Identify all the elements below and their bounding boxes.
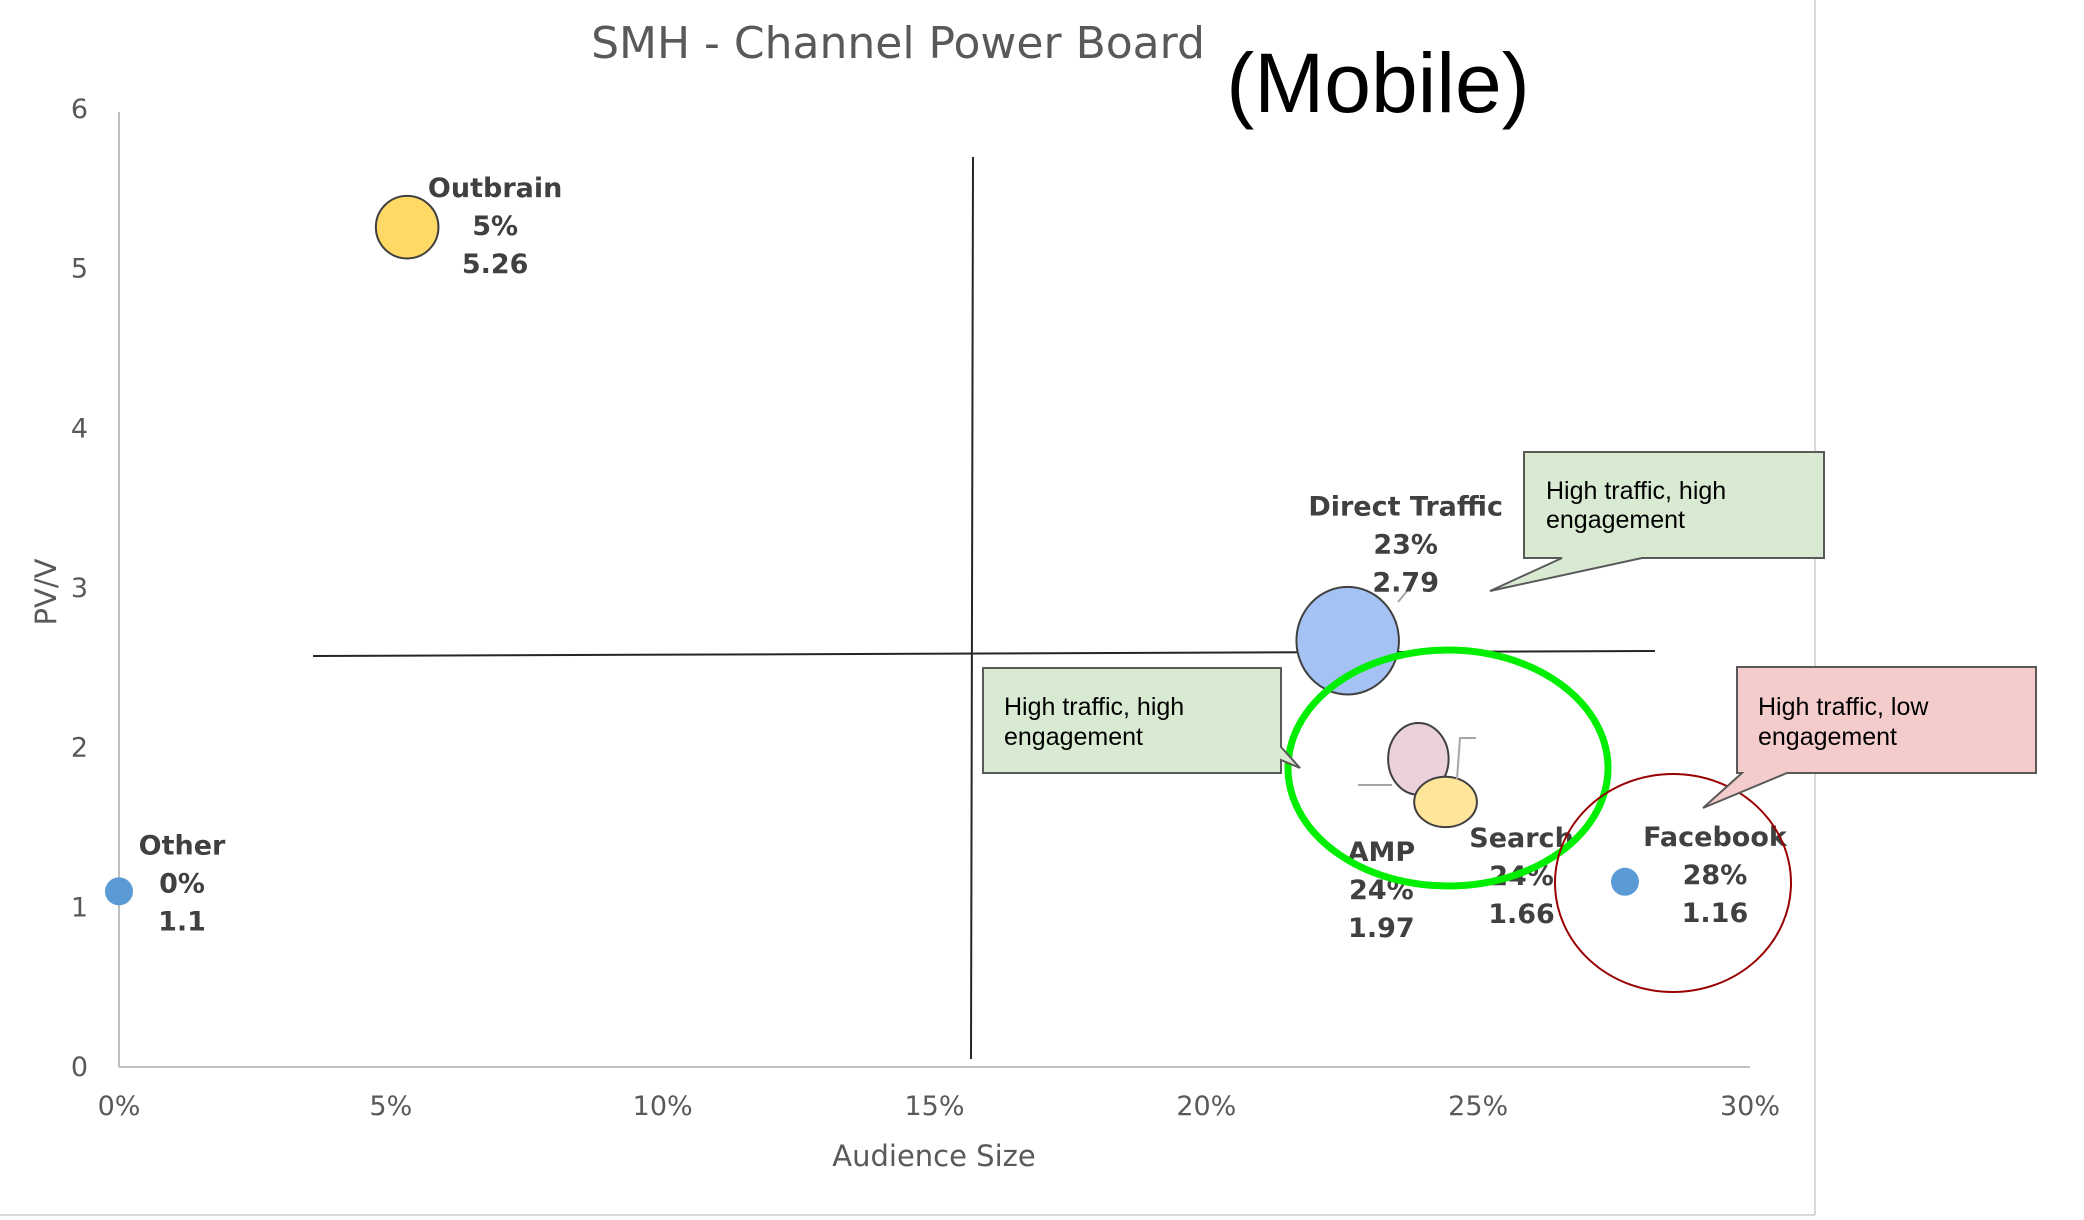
x-tick-label: 15% bbox=[904, 1091, 964, 1122]
callout-shape bbox=[1489, 451, 1825, 592]
bubble-facebook bbox=[1610, 867, 1639, 896]
y-tick-label: 4 bbox=[71, 413, 88, 444]
chart-title: SMH - Channel Power Board bbox=[591, 18, 1205, 69]
y-tick-labels: 0 1 2 3 4 5 6 bbox=[71, 94, 88, 1083]
callout-line-1: High traffic, low bbox=[1758, 693, 1929, 721]
data-label-direct-traffic: 2.79 bbox=[1372, 568, 1439, 599]
data-label-outbrain: Outbrain bbox=[428, 173, 562, 204]
bubble-layer bbox=[105, 194, 1639, 906]
callout-line-1: High traffic, high bbox=[1546, 477, 1726, 505]
x-tick-label: 30% bbox=[1720, 1091, 1780, 1122]
x-tick-labels: 0% 5% 10% 15% 20% 25% 30% bbox=[98, 1091, 1780, 1122]
data-label-facebook: Facebook bbox=[1643, 822, 1788, 853]
y-tick-label: 5 bbox=[71, 254, 88, 285]
data-label-direct-traffic: 23% bbox=[1373, 530, 1438, 561]
data-label-search: 1.66 bbox=[1488, 899, 1555, 930]
data-label-amp: 1.97 bbox=[1348, 913, 1415, 944]
red-highlight-ellipse bbox=[1554, 773, 1792, 993]
data-label-search: Search bbox=[1469, 823, 1574, 854]
y-tick-label: 1 bbox=[71, 892, 88, 923]
callout-shape bbox=[982, 667, 1301, 774]
callout-line-2: engagement bbox=[1004, 723, 1143, 751]
mobile-tag: (Mobile) bbox=[1226, 36, 1529, 130]
x-tick-label: 5% bbox=[369, 1091, 412, 1122]
direct-traffic-leader-line bbox=[1397, 589, 1409, 603]
y-tick-label: 3 bbox=[71, 573, 88, 604]
callout-right: High traffic, low engagement bbox=[1702, 666, 2037, 809]
bubble-outbrain bbox=[374, 194, 440, 260]
data-label-facebook: 28% bbox=[1683, 860, 1748, 891]
callout-top-right: High traffic, high engagement bbox=[1489, 451, 1825, 592]
x-axis-label: Audience Size bbox=[832, 1139, 1035, 1173]
green-highlight-ellipse bbox=[1284, 646, 1612, 890]
search-leader-line bbox=[1456, 737, 1476, 780]
callout-line-2: engagement bbox=[1758, 723, 1897, 751]
bubble-search bbox=[1413, 775, 1478, 829]
callout-middle: High traffic, high engagement bbox=[982, 667, 1301, 774]
data-label-other: Other bbox=[139, 830, 226, 861]
callout-line-2: engagement bbox=[1546, 506, 1685, 534]
data-label-other: 1.1 bbox=[158, 906, 206, 937]
data-label-outbrain: 5.26 bbox=[462, 249, 529, 280]
x-tick-label: 0% bbox=[98, 1091, 141, 1122]
y-tick-label: 0 bbox=[71, 1052, 88, 1083]
y-axis-label: PV/V bbox=[29, 558, 63, 625]
x-tick-label: 10% bbox=[633, 1091, 693, 1122]
callout-line-1: High traffic, high bbox=[1004, 693, 1184, 721]
data-label-outbrain: 5% bbox=[472, 211, 518, 242]
quadrant-vertical-line bbox=[970, 156, 974, 1060]
data-label-facebook: 1.16 bbox=[1682, 898, 1749, 929]
data-label-other: 0% bbox=[159, 868, 205, 899]
bubble-other bbox=[105, 877, 133, 906]
data-label-direct-traffic: Direct Traffic bbox=[1308, 492, 1503, 523]
x-tick-label: 25% bbox=[1448, 1091, 1508, 1122]
callout-shape bbox=[1702, 666, 2037, 809]
bubble-direct-traffic bbox=[1295, 585, 1400, 696]
y-tick-label: 2 bbox=[71, 733, 88, 764]
x-tick-label: 20% bbox=[1176, 1091, 1236, 1122]
y-tick-label: 6 bbox=[71, 94, 88, 125]
